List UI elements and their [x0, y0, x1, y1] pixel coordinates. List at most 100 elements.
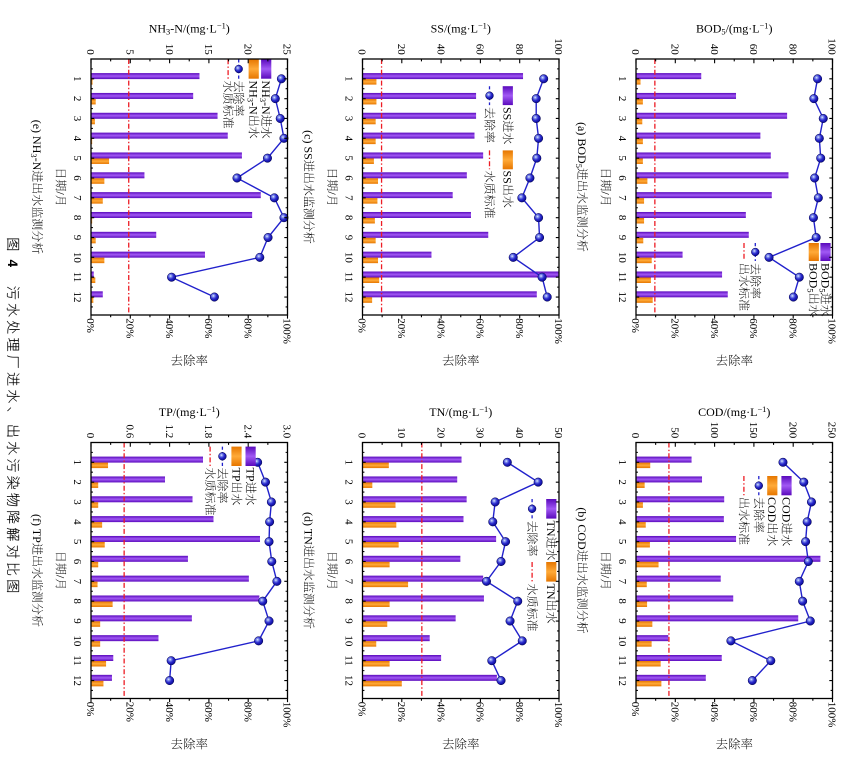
svg-text:/(mg·L: /(mg·L: [726, 21, 760, 35]
svg-text:12: 12: [71, 292, 83, 303]
svg-text:20%: 20%: [669, 318, 681, 338]
svg-text:9: 9: [343, 618, 355, 624]
svg-text:SS: SS: [501, 171, 515, 184]
svg-text:40%: 40%: [434, 702, 446, 722]
svg-text:100: 100: [708, 422, 720, 439]
svg-text:0: 0: [629, 433, 641, 439]
svg-text:11: 11: [343, 272, 355, 283]
svg-text:1: 1: [343, 76, 355, 82]
svg-text:9: 9: [343, 235, 355, 241]
svg-text:TN: TN: [544, 521, 558, 537]
svg-text:5: 5: [343, 539, 355, 545]
svg-text:5: 5: [721, 27, 725, 36]
svg-text:15: 15: [202, 44, 214, 56]
svg-text:8: 8: [71, 215, 83, 221]
svg-text:3: 3: [166, 27, 170, 36]
svg-text:8: 8: [71, 598, 83, 604]
svg-text:60%: 60%: [474, 702, 486, 722]
svg-text:80: 80: [513, 44, 525, 56]
svg-text:(e) NH: (e) NH: [30, 120, 44, 154]
svg-text:/: /: [54, 575, 68, 579]
svg-text:1: 1: [343, 460, 355, 466]
svg-text:40: 40: [708, 44, 720, 56]
svg-text:12: 12: [616, 675, 628, 686]
svg-text:3: 3: [616, 116, 628, 122]
svg-text:NH: NH: [259, 81, 273, 99]
svg-text:0%: 0%: [629, 702, 641, 717]
svg-text:/: /: [325, 575, 339, 579]
svg-text:12: 12: [343, 675, 355, 686]
svg-text:3: 3: [343, 499, 355, 505]
svg-text:1: 1: [616, 460, 628, 466]
svg-text:80%: 80%: [513, 318, 525, 338]
svg-text:100%: 100%: [826, 702, 838, 728]
svg-text:20: 20: [241, 44, 253, 56]
svg-text:6: 6: [71, 559, 83, 565]
svg-text:(c) SS: (c) SS: [302, 130, 316, 160]
svg-text:4: 4: [616, 136, 628, 142]
svg-text:5: 5: [343, 155, 355, 161]
svg-text:12: 12: [71, 675, 83, 686]
svg-text:-N: -N: [259, 102, 273, 115]
svg-text:-N: -N: [30, 158, 44, 171]
svg-text:10: 10: [395, 427, 407, 439]
svg-text:150: 150: [747, 422, 759, 439]
svg-text:12: 12: [343, 292, 355, 303]
svg-text:): ): [487, 21, 491, 35]
svg-text:5: 5: [71, 539, 83, 545]
svg-text:6: 6: [343, 175, 355, 181]
svg-text:TP: TP: [229, 468, 243, 482]
svg-text:7: 7: [343, 195, 355, 201]
svg-text:0: 0: [356, 49, 368, 55]
svg-text:40: 40: [513, 427, 525, 439]
svg-text:1: 1: [71, 460, 83, 466]
svg-text:8: 8: [616, 215, 628, 221]
svg-text:5: 5: [817, 288, 826, 292]
svg-text:25: 25: [281, 44, 293, 56]
svg-text:): ): [488, 405, 492, 419]
svg-text:40: 40: [434, 44, 446, 56]
svg-text:3: 3: [71, 499, 83, 505]
svg-text:8: 8: [616, 598, 628, 604]
svg-text:3: 3: [616, 499, 628, 505]
svg-text:2.4: 2.4: [241, 425, 253, 439]
svg-text:11: 11: [71, 655, 83, 666]
svg-text:80%: 80%: [241, 318, 253, 338]
svg-text:6: 6: [343, 559, 355, 565]
svg-text:60%: 60%: [747, 702, 759, 722]
svg-text:4: 4: [71, 519, 83, 525]
svg-text:NH: NH: [149, 21, 167, 35]
svg-text:80: 80: [786, 44, 798, 56]
svg-text:COD: COD: [779, 497, 793, 523]
svg-text:2: 2: [616, 96, 628, 102]
svg-text:50: 50: [669, 427, 681, 439]
svg-text:5: 5: [616, 155, 628, 161]
svg-text:1: 1: [71, 76, 83, 82]
svg-text:4: 4: [343, 519, 355, 525]
svg-text:8: 8: [343, 598, 355, 604]
svg-text:60: 60: [747, 44, 759, 56]
svg-text:60%: 60%: [202, 702, 214, 722]
svg-text:0%: 0%: [84, 702, 96, 717]
svg-text:0: 0: [356, 433, 368, 439]
svg-text:9: 9: [71, 618, 83, 624]
svg-text:100%: 100%: [826, 318, 838, 344]
svg-text:5: 5: [124, 49, 136, 55]
svg-text:1.8: 1.8: [202, 425, 214, 439]
svg-text:5: 5: [806, 288, 815, 292]
svg-text:1.2: 1.2: [163, 425, 175, 439]
svg-text:80%: 80%: [786, 318, 798, 338]
svg-text:20%: 20%: [395, 318, 407, 338]
svg-text:): ): [226, 21, 230, 35]
svg-text:7: 7: [71, 579, 83, 585]
svg-text:2: 2: [71, 479, 83, 485]
svg-text:(a) BOD: (a) BOD: [575, 122, 589, 164]
svg-text:100%: 100%: [552, 702, 564, 728]
svg-text:TP/(mg·L: TP/(mg·L: [159, 405, 207, 419]
svg-text:3: 3: [343, 116, 355, 122]
svg-text:40%: 40%: [708, 318, 720, 338]
svg-text:5: 5: [616, 539, 628, 545]
svg-text:3: 3: [258, 98, 267, 102]
svg-text:50: 50: [552, 427, 564, 439]
svg-text:11: 11: [616, 272, 628, 283]
